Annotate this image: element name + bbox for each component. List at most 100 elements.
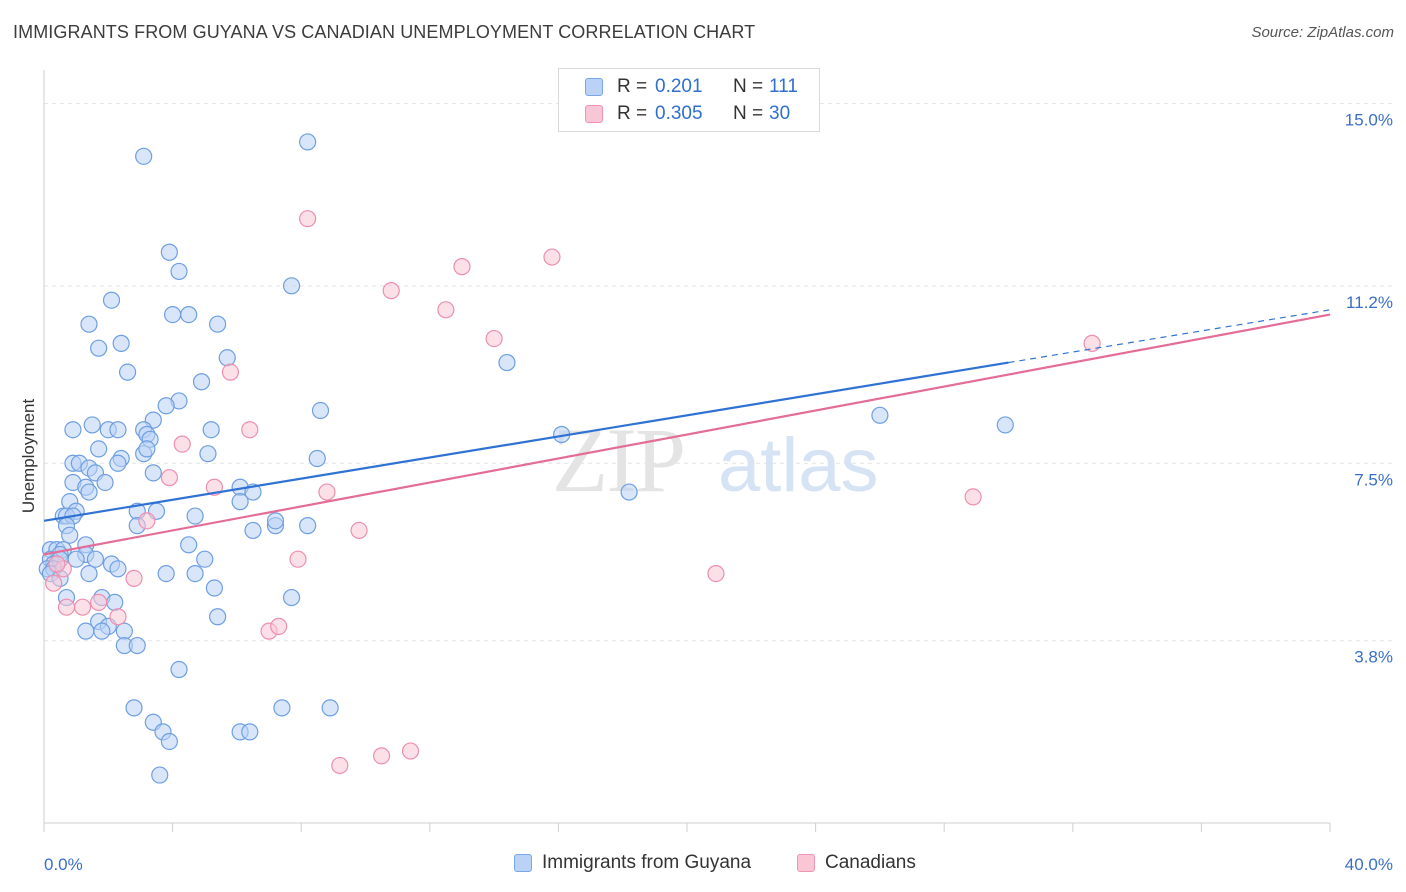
data-point-guyana: [164, 306, 182, 324]
data-point-guyana: [266, 512, 285, 530]
axes: [43, 70, 1331, 832]
n-value: 30: [769, 103, 791, 124]
data-point-canadians: [382, 282, 400, 300]
data-point-guyana: [218, 349, 236, 367]
data-point-guyana: [93, 622, 111, 640]
data-point-guyana: [231, 493, 249, 511]
data-point-guyana: [180, 306, 198, 324]
data-point-guyana: [109, 560, 127, 578]
data-point-canadians: [299, 210, 317, 228]
data-point-canadians: [48, 555, 66, 573]
data-point-guyana: [102, 291, 121, 309]
data-point-guyana: [282, 277, 301, 295]
data-point-guyana: [90, 339, 108, 357]
data-point-canadians: [173, 435, 191, 453]
data-point-canadians: [138, 512, 156, 530]
data-point-guyana: [109, 421, 127, 439]
data-point-guyana: [106, 593, 124, 611]
data-point-canadians: [73, 598, 92, 616]
data-point-guyana: [118, 363, 137, 381]
data-point-canadians: [160, 469, 178, 487]
data-point-guyana: [186, 507, 204, 525]
data-point-guyana: [186, 564, 204, 583]
n-label: N =: [733, 76, 764, 97]
data-point-canadians: [318, 483, 336, 501]
data-point-canadians: [45, 574, 63, 592]
data-point-guyana: [209, 315, 227, 333]
legend-swatch-blue: [585, 78, 603, 96]
data-point-guyana: [157, 397, 175, 415]
data-point-guyana: [144, 464, 162, 482]
data-point-guyana: [321, 699, 339, 717]
data-point-guyana: [282, 588, 301, 607]
data-point-guyana: [157, 564, 175, 583]
data-point-canadians: [453, 258, 471, 276]
data-point-guyana: [299, 133, 317, 151]
data-point-canadians: [289, 550, 307, 568]
data-point-canadians: [964, 488, 982, 506]
legend-item-guyana[interactable]: Immigrants from Guyana: [514, 852, 751, 874]
data-point-guyana: [128, 636, 146, 655]
data-point-guyana: [498, 353, 516, 372]
data-point-guyana: [80, 483, 98, 501]
data-point-guyana: [299, 517, 317, 535]
trend-lines: [43, 309, 1331, 556]
data-point-canadians: [437, 301, 455, 319]
data-point-canadians: [57, 598, 76, 616]
data-point-guyana: [80, 564, 98, 583]
data-point-guyana: [151, 766, 169, 784]
series-canadians-points: [45, 210, 1101, 775]
data-point-guyana: [871, 406, 889, 424]
data-point-guyana: [135, 147, 153, 165]
y-tick-label: 15.0%: [1345, 111, 1393, 130]
data-point-guyana: [125, 699, 143, 717]
data-point-guyana: [196, 550, 214, 568]
x-tick-label-min: 0.0%: [44, 855, 83, 874]
data-point-guyana: [308, 449, 326, 468]
data-point-guyana: [180, 536, 198, 554]
data-point-guyana: [244, 521, 262, 540]
data-point-guyana: [80, 315, 98, 333]
data-point-guyana: [199, 445, 217, 463]
series-guyana-points: [38, 133, 1014, 784]
series-legend: Immigrants from Guyana Canadians: [0, 852, 1406, 878]
data-point-guyana: [96, 473, 114, 492]
data-point-guyana: [241, 723, 259, 741]
data-point-guyana: [64, 421, 82, 439]
data-point-guyana: [170, 660, 188, 679]
data-point-guyana: [273, 699, 291, 717]
data-point-canadians: [125, 569, 143, 587]
data-point-guyana: [115, 622, 133, 640]
legend-row-guyana: R = 0.201 N = 111: [585, 75, 798, 99]
legend-item-canadians[interactable]: Canadians: [797, 852, 916, 874]
data-point-guyana: [90, 440, 108, 458]
data-point-guyana: [138, 440, 156, 458]
y-axis-label: Unemployment: [19, 399, 38, 514]
r-value: 0.201: [655, 76, 703, 97]
data-point-canadians: [372, 747, 391, 765]
data-point-guyana: [996, 416, 1014, 434]
data-point-guyana: [620, 483, 638, 501]
data-point-canadians: [350, 521, 368, 540]
data-point-canadians: [485, 329, 503, 348]
data-point-guyana: [160, 732, 178, 751]
data-point-guyana: [77, 622, 95, 640]
data-point-canadians: [241, 421, 259, 439]
correlation-legend: R = 0.201 N = 111 R = 0.305 N = 30: [558, 68, 820, 132]
trend-line-guyana: [43, 361, 1009, 522]
r-label: R =: [617, 76, 648, 97]
trend-line-canadians: [43, 313, 1331, 556]
y-tick-label: 3.8%: [1354, 648, 1393, 667]
y-tick-label: 11.2%: [1346, 293, 1393, 312]
legend-swatch-pink: [585, 105, 603, 123]
n-value: 111: [769, 76, 798, 97]
data-point-guyana: [67, 550, 85, 568]
legend-swatch-blue: [514, 854, 532, 872]
data-point-canadians: [221, 363, 240, 381]
grid-lines: [44, 103, 1392, 642]
watermark-zip: ZIP: [552, 409, 684, 511]
data-point-canadians: [1083, 334, 1101, 352]
data-point-guyana: [202, 421, 220, 439]
x-tick-label-max: 40.0%: [1345, 855, 1393, 874]
n-label: N =: [733, 103, 764, 124]
